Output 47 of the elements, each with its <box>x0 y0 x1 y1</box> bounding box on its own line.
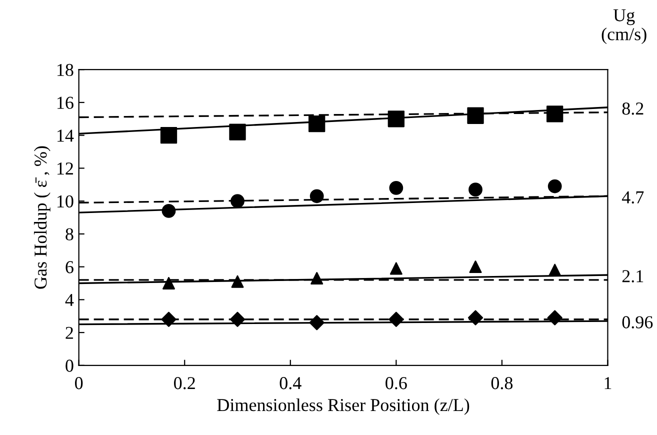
point <box>230 194 244 208</box>
y-axis-title: Gas Holdup ( ε̄ , %) <box>34 146 50 289</box>
point <box>229 124 246 140</box>
y-tick-label: 4 <box>65 294 74 306</box>
point <box>388 110 405 128</box>
series-label: 0.96 <box>622 316 653 328</box>
x-tick-label: 0.8 <box>491 377 513 390</box>
x-tick-label: 0.6 <box>386 377 407 390</box>
point <box>389 180 404 195</box>
x-axis-title: Dimensionless Riser Position (z/L) <box>217 398 470 415</box>
point <box>160 127 178 144</box>
point <box>308 115 326 132</box>
point <box>162 276 175 290</box>
point <box>309 315 324 330</box>
y-tick-label: 12 <box>58 162 73 174</box>
y-tick-label: 8 <box>66 228 74 240</box>
point <box>310 189 324 204</box>
point <box>548 264 562 276</box>
point <box>162 204 176 218</box>
y-tick-label: 6 <box>66 261 74 274</box>
point <box>467 107 484 124</box>
point <box>548 179 562 194</box>
point <box>388 312 404 327</box>
point <box>468 182 482 197</box>
series-label: 8.2 <box>622 102 644 115</box>
y-tick-label: 18 <box>58 64 74 76</box>
point <box>231 275 244 288</box>
x-tick-label: 0 <box>75 377 83 390</box>
point <box>468 310 484 326</box>
point <box>230 312 246 327</box>
point <box>469 260 482 274</box>
point <box>161 312 176 327</box>
series-label: 4.7 <box>622 191 644 204</box>
y-tick-label: 0 <box>66 360 74 372</box>
text: Ug (cm/s) <box>602 9 646 44</box>
point <box>547 310 562 326</box>
x-tick-label: 0.4 <box>280 377 302 390</box>
point <box>546 106 564 122</box>
series-label: 2.1 <box>622 270 644 282</box>
y-tick-label: 10 <box>58 195 74 208</box>
x-tick-label: 0.2 <box>174 377 195 390</box>
y-tick-label: 2 <box>66 326 73 339</box>
point <box>390 262 402 275</box>
y-tick-label: 16 <box>58 96 74 109</box>
point <box>310 272 324 285</box>
x-tick-label: 1 <box>604 377 612 390</box>
y-tick-label: 14 <box>58 130 74 142</box>
